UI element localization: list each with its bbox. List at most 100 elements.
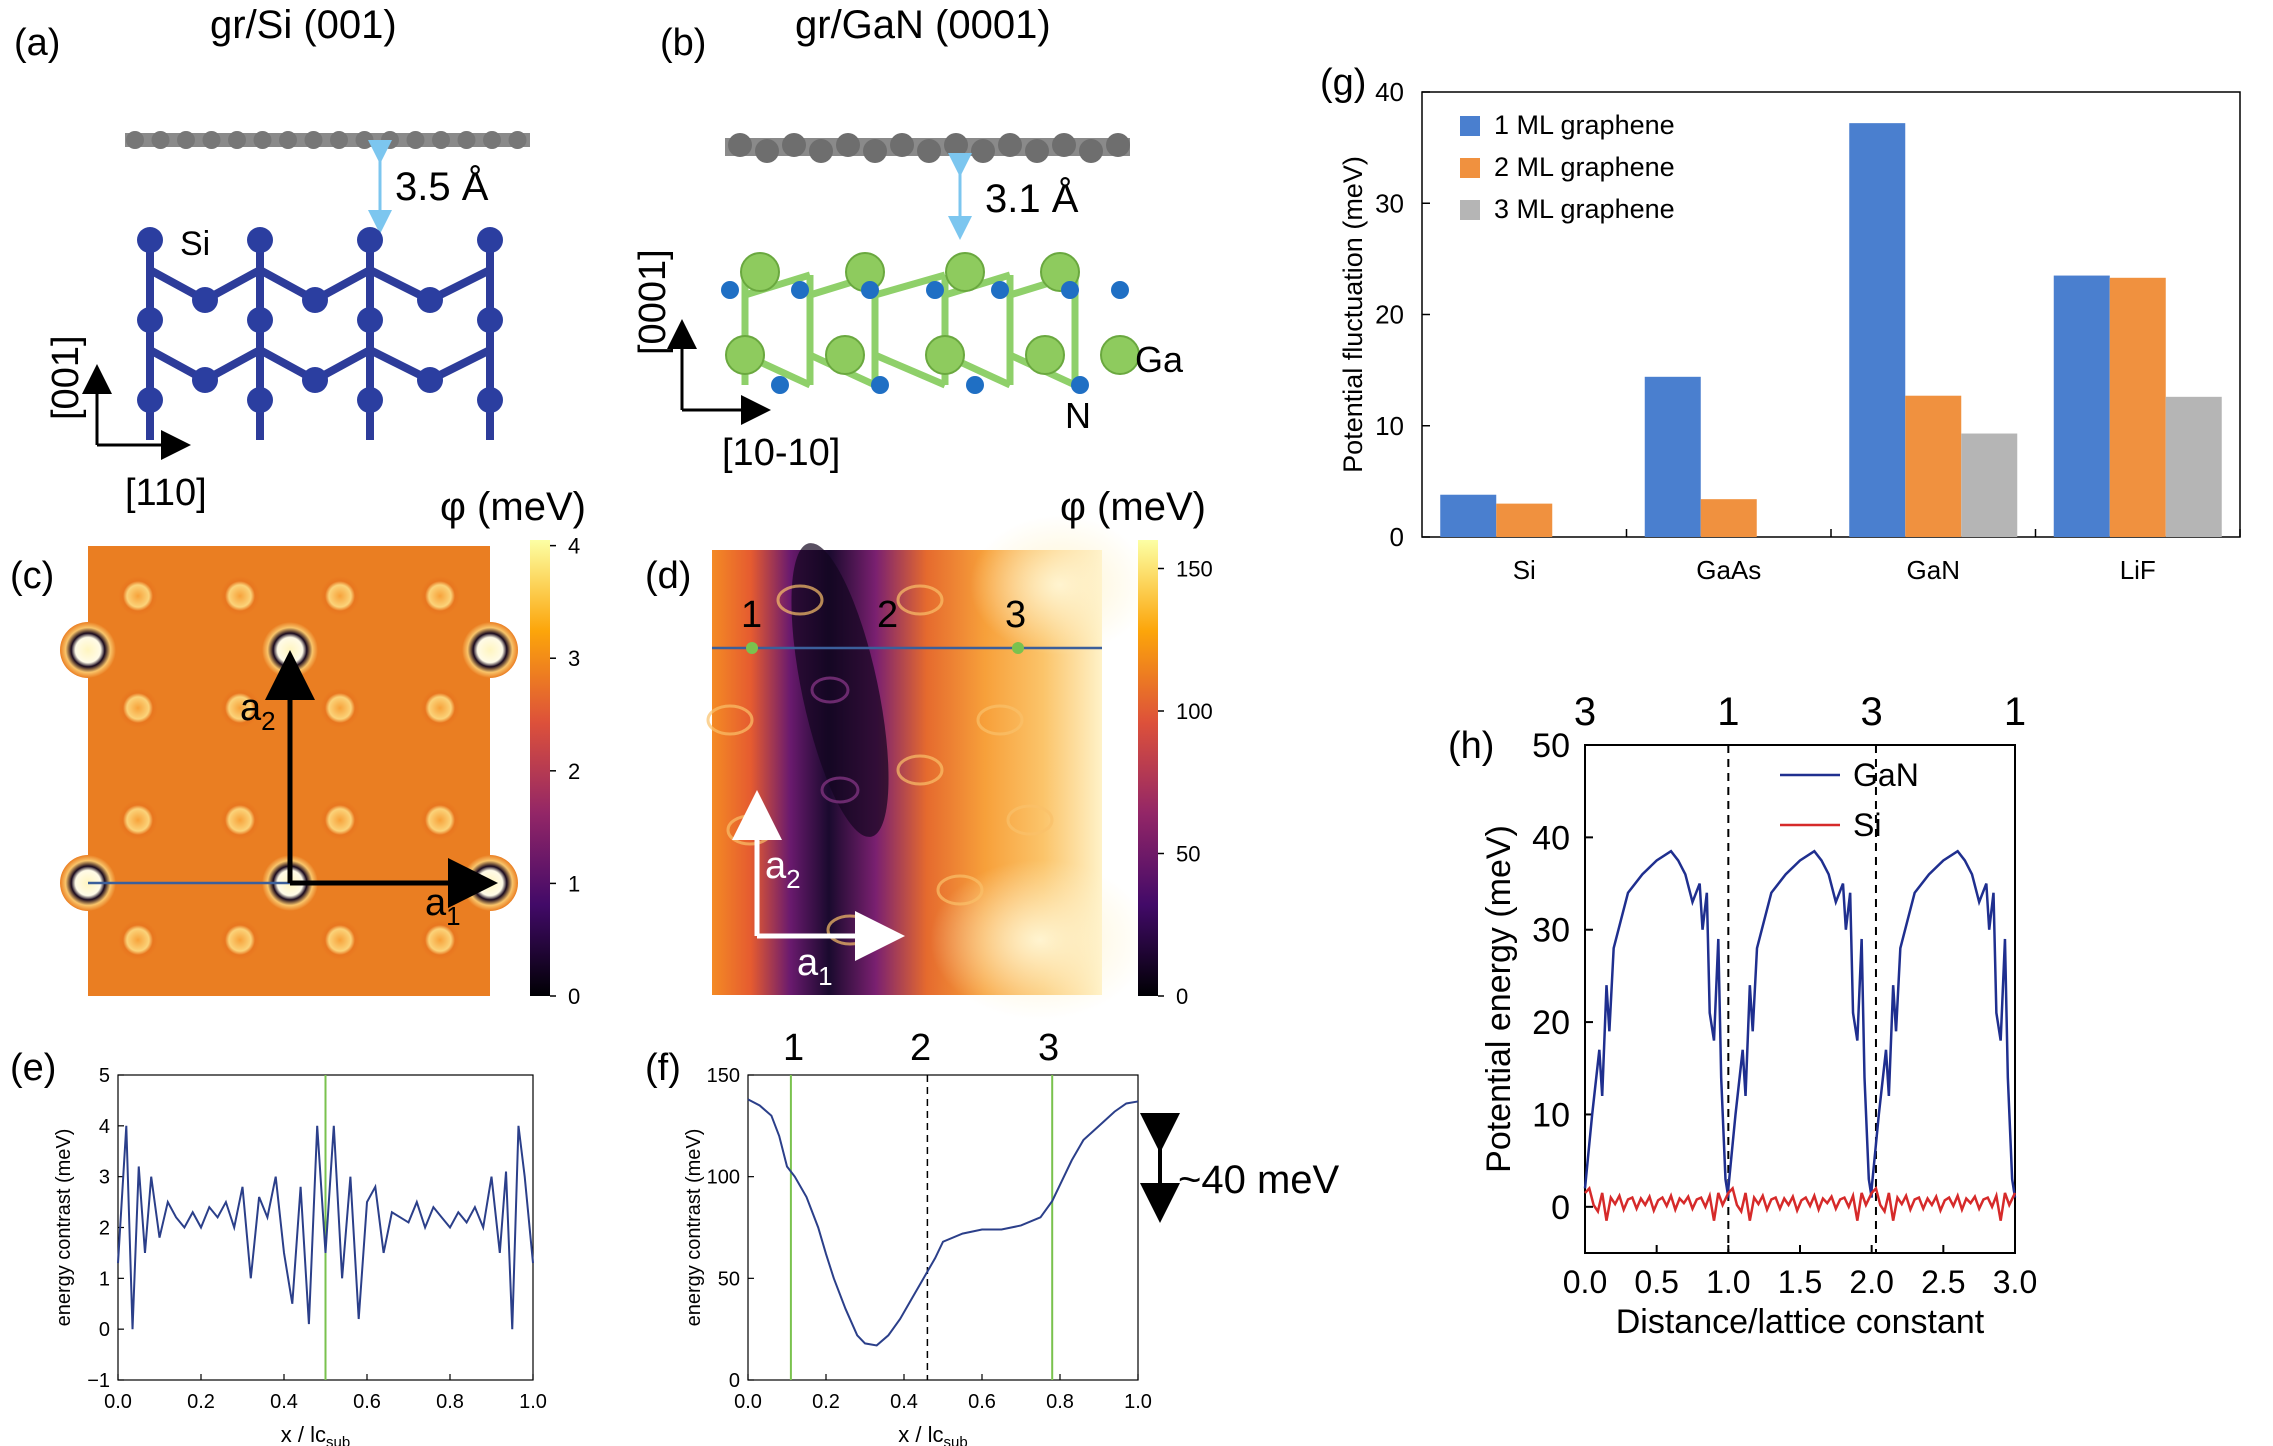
legend-label: Si xyxy=(1853,807,1881,843)
colorbar-tick-label: 0 xyxy=(568,984,580,1009)
x-tick-label: 3.0 xyxy=(1993,1264,2037,1300)
y-tick-label: 2 xyxy=(99,1218,110,1240)
graphene-sheet-b xyxy=(725,133,1130,163)
y-tick-label: 20 xyxy=(1375,300,1404,330)
graphene-atom xyxy=(151,131,170,149)
n-atom xyxy=(871,376,889,394)
si-atom xyxy=(247,307,273,333)
x-tick-label: 0.5 xyxy=(1634,1264,1678,1300)
point-3-label-f: 3 xyxy=(1038,1027,1059,1069)
colorbar-tick-label: 2 xyxy=(568,759,580,784)
graphene-atom xyxy=(279,131,297,149)
map-ring xyxy=(1006,804,1054,836)
atom-si-label: Si xyxy=(180,225,210,263)
x-tick-label: 0.4 xyxy=(890,1391,918,1413)
y-tick-label: 0 xyxy=(99,1319,110,1341)
map-d-bright-bottom xyxy=(930,860,1150,1020)
ga-atom xyxy=(1100,335,1140,375)
bar-GaN-1ml xyxy=(1849,123,1906,538)
point-2-label-d: 2 xyxy=(877,594,898,636)
colorbar-tick-label: 3 xyxy=(568,646,580,671)
x-tick-label: 0.8 xyxy=(1046,1391,1074,1413)
map-ring xyxy=(220,800,260,840)
y-tick-label: 10 xyxy=(1375,411,1404,441)
map-ring xyxy=(220,688,260,728)
y-tick-label: 10 xyxy=(1532,1096,1570,1134)
atom-n-label: N xyxy=(1065,395,1091,436)
map-ring xyxy=(896,754,944,786)
spacing-a: 3.5 Å xyxy=(395,164,489,209)
map-ring xyxy=(810,676,850,704)
bar-Si-2ml xyxy=(1496,503,1553,537)
si-atom xyxy=(477,387,503,413)
x-axis-label: x / lcsub xyxy=(281,1422,350,1446)
y-tick-label: 50 xyxy=(1532,727,1570,765)
map-hotspot xyxy=(60,622,116,678)
x-tick-label: Si xyxy=(1513,555,1536,585)
point-3-marker xyxy=(1012,642,1024,654)
map-ring xyxy=(820,776,860,804)
map-d-bright-top xyxy=(970,515,1150,655)
map-ring xyxy=(420,576,460,616)
graphene-atom xyxy=(381,131,399,149)
colorbar-tick-label: 50 xyxy=(1176,842,1200,867)
map-ring xyxy=(320,688,360,728)
panel-b: (b) gr/GaN (0001) 3.1 Å Ga N [0001] [10-… xyxy=(632,3,1184,474)
colorbar-tick-label: 1 xyxy=(568,871,580,896)
map-ring xyxy=(118,688,158,728)
map-ring xyxy=(118,920,158,960)
vec1-label-c: a1 xyxy=(425,882,461,931)
n-atom xyxy=(926,281,944,299)
chart-h: 0 10 20 30 40 50 0.0 0.5 1.0 1.5 2.0 2.5 3.0 3 1 3 1 GaN S… xyxy=(1480,690,2037,1341)
point-1-label-d: 1 xyxy=(741,594,762,636)
top-label-1: 1 xyxy=(1717,690,1739,734)
axis-v-b: [0001] xyxy=(632,249,674,355)
panel-a-title: gr/Si (001) xyxy=(210,3,397,47)
map-ring xyxy=(976,704,1024,736)
n-atom xyxy=(1061,281,1079,299)
colorbar-tick-label: 100 xyxy=(1176,699,1213,724)
ga-atom xyxy=(945,252,985,292)
atom-ga-label: Ga xyxy=(1135,339,1184,380)
y-tick-label: 0 xyxy=(1551,1189,1570,1227)
legend-label: 1 ML graphene xyxy=(1494,110,1675,140)
map-ring xyxy=(320,920,360,960)
x-tick-label: 0.2 xyxy=(187,1391,215,1413)
y-tick-label: 1 xyxy=(99,1268,110,1290)
y-tick-label: 50 xyxy=(718,1268,740,1290)
y-tick-label: 30 xyxy=(1375,188,1404,218)
colorbar-c xyxy=(530,540,550,996)
si-atom xyxy=(357,307,383,333)
graphene-atom xyxy=(755,139,779,163)
x-tick-label: 0.6 xyxy=(968,1391,996,1413)
x-tick-label: 0.0 xyxy=(104,1391,132,1413)
bar-LiF-2ml xyxy=(2109,277,2166,537)
n-atom xyxy=(721,281,739,299)
x-tick-label: 1.5 xyxy=(1778,1264,1822,1300)
x-tick-label: 0.0 xyxy=(1563,1264,1607,1300)
graphene-atom xyxy=(1052,133,1076,157)
graphene-atom xyxy=(483,131,501,149)
map-ring xyxy=(420,800,460,840)
x-tick-label: LiF xyxy=(2120,555,2156,585)
axis-h-b: [10-10] xyxy=(722,432,840,474)
y-tick-label: −1 xyxy=(87,1370,110,1392)
graphene-atom xyxy=(126,131,144,149)
spacing-b: 3.1 Å xyxy=(985,176,1079,221)
n-atom xyxy=(771,376,789,394)
x-tick-label: 1.0 xyxy=(1706,1264,1750,1300)
map-ring xyxy=(420,920,460,960)
legend-label: 2 ML graphene xyxy=(1494,152,1675,182)
si-atom xyxy=(357,227,383,253)
legend-swatch xyxy=(1460,200,1480,220)
range-annotation-f: ~40 meV xyxy=(1178,1158,1340,1202)
panel-f-label: (f) xyxy=(645,1047,681,1089)
si-atom xyxy=(247,227,273,253)
x-axis-label: Distance/lattice constant xyxy=(1616,1303,1985,1341)
graphene-atom xyxy=(406,131,425,149)
colorbar-title-c: φ (meV) xyxy=(440,485,586,529)
profile-series xyxy=(117,1125,534,1330)
plot-frame xyxy=(1584,744,2016,1254)
y-axis-label: Potential fluctuation (meV) xyxy=(1338,156,1368,473)
y-tick-label: 0 xyxy=(1390,522,1404,552)
